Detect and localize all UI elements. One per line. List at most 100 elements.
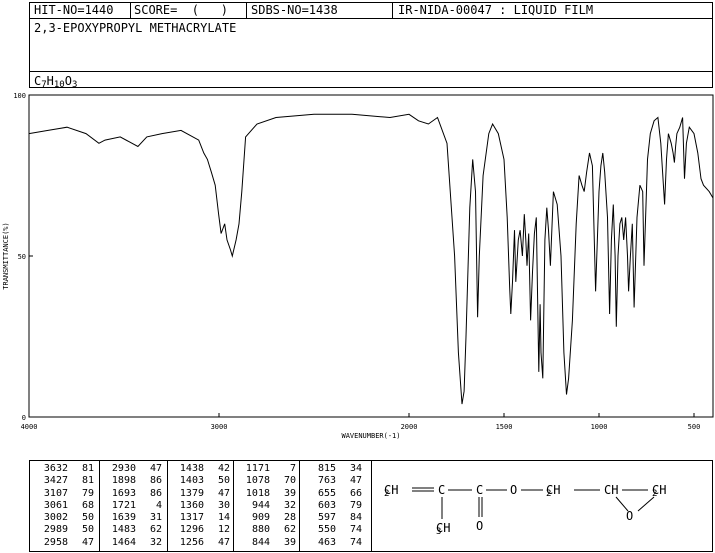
struct-c-alkene: C xyxy=(438,483,446,497)
peak-row: 1360 30 xyxy=(170,500,238,512)
peak-wavenumber: 3061 xyxy=(43,499,68,511)
peak-transmittance: 31 xyxy=(149,512,162,524)
peak-row: 2930 47 xyxy=(102,463,170,475)
peak-row: 1438 42 xyxy=(170,463,238,475)
peak-row: 1256 47 xyxy=(170,537,238,549)
peak-wavenumber: 1296 xyxy=(179,524,204,536)
peak-row: 1898 86 xyxy=(102,475,170,487)
peak-row: 944 32 xyxy=(236,500,304,512)
x-tick-label: 1000 xyxy=(591,423,608,431)
peak-transmittance: 79 xyxy=(349,499,362,511)
peak-wavenumber: 1379 xyxy=(179,487,204,499)
peak-row: 1078 70 xyxy=(236,475,304,487)
peak-transmittance: 30 xyxy=(217,499,230,511)
peak-row: 1483 62 xyxy=(102,524,170,536)
peak-wavenumber: 2989 xyxy=(43,524,68,536)
peak-column: 1171 7 1078 70 1018 39 944 32 909 28 880 62 844 39 xyxy=(236,463,304,549)
peak-wavenumber: 1256 xyxy=(179,536,204,548)
peak-column: 1438 42 1403 50 1379 47 1360 30 1317 14 1296 12 1256… xyxy=(170,463,238,549)
peak-row: 844 39 xyxy=(236,537,304,549)
peak-transmittance: 32 xyxy=(149,536,162,548)
peak-transmittance: 81 xyxy=(81,475,94,487)
peak-column: 2930 47 1898 86 1693 86 1721 4 1639 31 1483 62 1464 3… xyxy=(102,463,170,549)
struct-o-epoxide: O xyxy=(626,509,634,523)
peak-row: 655 66 xyxy=(302,488,370,500)
peak-wavenumber: 1171 xyxy=(245,463,270,474)
peak-wavenumber: 844 xyxy=(251,536,270,548)
peak-transmittance: 28 xyxy=(283,512,296,524)
peak-transmittance: 12 xyxy=(217,524,230,536)
peak-transmittance: 47 xyxy=(149,463,162,474)
peak-wavenumber: 655 xyxy=(317,487,336,499)
peak-wavenumber: 909 xyxy=(251,512,270,524)
peak-row: 463 74 xyxy=(302,537,370,549)
peak-wavenumber: 944 xyxy=(251,499,270,511)
compound-name: 2,3-EPOXYPROPYL METHACRYLATE xyxy=(34,21,237,35)
hit-number: HIT-NO=1440 xyxy=(34,3,114,17)
peak-transmittance: 84 xyxy=(349,512,362,524)
peak-transmittance: 4 xyxy=(155,499,162,511)
y-axis-label: TRANSMITTANCE(%) xyxy=(2,222,10,289)
peak-wavenumber: 1018 xyxy=(245,487,270,499)
peak-wavenumber: 815 xyxy=(317,463,336,474)
peak-transmittance: 42 xyxy=(217,463,230,474)
peak-row: 2958 47 xyxy=(34,537,102,549)
peak-transmittance: 66 xyxy=(349,487,362,499)
peak-transmittance: 74 xyxy=(349,524,362,536)
peak-wavenumber: 1483 xyxy=(111,524,136,536)
peak-wavenumber: 880 xyxy=(251,524,270,536)
peak-transmittance: 47 xyxy=(217,487,230,499)
peak-transmittance: 47 xyxy=(81,536,94,548)
peak-wavenumber: 1721 xyxy=(111,499,136,511)
peak-transmittance: 34 xyxy=(349,463,362,474)
peak-transmittance: 50 xyxy=(81,512,94,524)
peak-wavenumber: 1078 xyxy=(245,475,270,487)
peak-wavenumber: 3632 xyxy=(43,463,68,474)
peak-row: 815 34 xyxy=(302,463,370,475)
sdbs-number: SDBS-NO=1438 xyxy=(251,3,338,17)
header-row: HIT-NO=1440 SCORE= ( ) SDBS-NO=1438 IR-N… xyxy=(30,3,712,19)
peak-row: 1464 32 xyxy=(102,537,170,549)
peak-transmittance: 62 xyxy=(283,524,296,536)
peak-row: 763 47 xyxy=(302,475,370,487)
peak-row: 1296 12 xyxy=(170,524,238,536)
peak-transmittance: 7 xyxy=(289,463,296,474)
peak-table: 3632 81 3427 81 3107 79 3061 68 3002 50 2989 50 2958… xyxy=(29,460,372,552)
struct-ch3: CH 3 xyxy=(436,521,451,537)
x-tick-label: 1500 xyxy=(496,423,513,431)
y-tick-label: 0 xyxy=(22,414,26,422)
peak-transmittance: 79 xyxy=(81,487,94,499)
ir-identifier: IR-NIDA-00047 : LIQUID FILM xyxy=(398,3,594,17)
peak-row: 603 79 xyxy=(302,500,370,512)
spectrum-line xyxy=(28,113,714,405)
peak-transmittance: 81 xyxy=(81,463,94,474)
peak-transmittance: 86 xyxy=(149,487,162,499)
chemical-structure: CH 2 C C O CH 2 CH CH 2 CH 3 O O xyxy=(372,460,713,552)
peak-wavenumber: 2958 xyxy=(43,536,68,548)
peak-transmittance: 50 xyxy=(217,475,230,487)
peak-wavenumber: 3107 xyxy=(43,487,68,499)
peak-wavenumber: 2930 xyxy=(111,463,136,474)
struct-c-carbonyl: C xyxy=(476,483,484,497)
struct-o-carbonyl: O xyxy=(476,519,484,533)
peak-wavenumber: 597 xyxy=(317,512,336,524)
peak-transmittance: 62 xyxy=(149,524,162,536)
peak-row: 597 84 xyxy=(302,512,370,524)
peak-row: 1403 50 xyxy=(170,475,238,487)
y-tick-label: 100 xyxy=(13,92,26,100)
peak-column-divider xyxy=(299,461,300,551)
peak-row: 1018 39 xyxy=(236,488,304,500)
structure-bonds xyxy=(412,487,655,519)
struct-o-ester: O xyxy=(510,483,518,497)
x-tick-label: 500 xyxy=(688,423,701,431)
score: SCORE= ( ) xyxy=(134,3,228,17)
peak-transmittance: 32 xyxy=(283,499,296,511)
peak-transmittance: 39 xyxy=(283,487,296,499)
peak-transmittance: 47 xyxy=(217,536,230,548)
peak-row: 1379 47 xyxy=(170,488,238,500)
peak-transmittance: 47 xyxy=(349,475,362,487)
peak-wavenumber: 1693 xyxy=(111,487,136,499)
peak-transmittance: 50 xyxy=(81,524,94,536)
peak-wavenumber: 1360 xyxy=(179,499,204,511)
